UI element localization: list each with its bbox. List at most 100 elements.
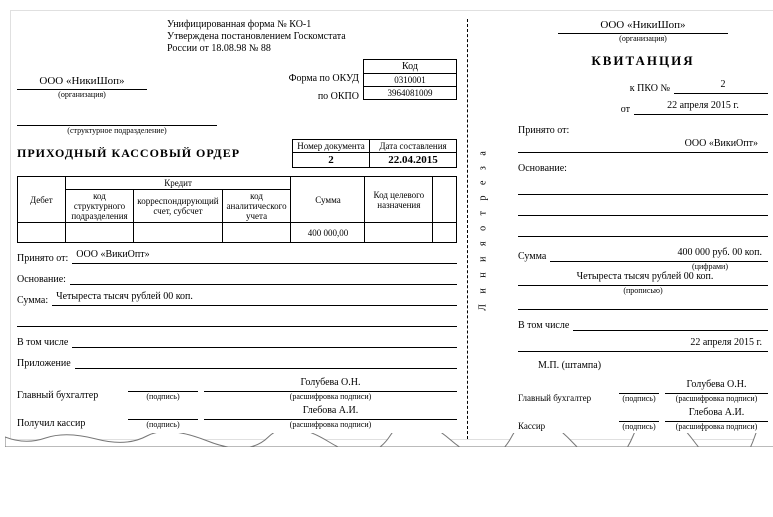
form-line: Утверждена постановлением Госкомстата <box>167 31 457 43</box>
r-summa-value: 400 000 руб. 00 коп. <box>550 247 768 262</box>
prilozh-value <box>75 354 457 369</box>
rasshifr-cap: (расшифровка подписи) <box>665 422 768 431</box>
form-line: России от 18.08.98 № 88 <box>167 43 457 55</box>
r-summa-cap: (цифрами) <box>518 262 768 271</box>
date-value: 22.04.2015 <box>370 153 457 168</box>
r-glavbuh-label: Главный бухгалтер <box>518 393 613 403</box>
cell <box>134 223 222 243</box>
glavbuh-label: Главный бухгалтер <box>17 390 122 401</box>
sig-line <box>128 405 198 420</box>
form-header: Унифицированная форма № КО-1 Утверждена … <box>167 19 457 55</box>
sig-name: Голубева О.Н. <box>204 377 457 392</box>
cell <box>65 223 134 243</box>
kassir-label: Получил кассир <box>17 418 122 429</box>
r-osn-line <box>518 180 768 195</box>
date-label: Дата составления <box>370 140 457 153</box>
ot-value: 22 апреля 2015 г. <box>634 100 768 115</box>
okud-value: 0310001 <box>364 74 457 87</box>
order-pane: Унифицированная форма № КО-1 Утверждена … <box>17 19 467 439</box>
document-container: Унифицированная форма № КО-1 Утверждена … <box>10 10 773 440</box>
cell <box>222 223 291 243</box>
sig-name: Голубева О.Н. <box>665 379 768 394</box>
kod-label: Код <box>364 60 457 74</box>
kpko-value: 2 <box>674 79 768 94</box>
th-summa: Сумма <box>291 177 365 223</box>
sig-line <box>619 379 659 394</box>
podpis-cap: (подпись) <box>128 420 198 429</box>
sig-name: Глебова А.И. <box>204 405 457 420</box>
okpo-value: 3964081009 <box>364 87 457 100</box>
r-summa-text: Четыреста тысяч рублей 00 коп. <box>518 271 768 286</box>
r-kassir-row: Кассир (подпись) Глебова А.И. (расшифров… <box>518 407 768 431</box>
osnovanie-label: Основание: <box>17 274 66 285</box>
kassir-row: Получил кассир (подпись) Глебова А.И. (р… <box>17 405 457 429</box>
codes-table: Код 0310001 3964081009 <box>363 59 457 100</box>
th-kredit: Кредит <box>65 177 291 190</box>
summa-text: Четыреста тысяч рублей 00 коп. <box>52 291 457 306</box>
ot-label: от <box>621 104 630 115</box>
cut-line: Л и н и я о т р е з а <box>467 19 498 439</box>
sig-line <box>128 377 198 392</box>
sig-name: Глебова А.И. <box>665 407 768 422</box>
osnovanie-value <box>70 270 457 285</box>
r-kassir-label: Кассир <box>518 421 613 431</box>
summa-label: Сумма: <box>17 295 48 306</box>
th-struct: код структурного подразделения <box>65 190 134 223</box>
r-prinyato-value: ООО «ВикиОпт» <box>518 138 768 153</box>
r-org: ООО «НикиШоп» <box>558 19 728 34</box>
vtom-label: В том числе <box>17 337 68 348</box>
blank-line <box>17 312 457 327</box>
vtom-value <box>72 333 457 348</box>
r-summa-text-cap: (прописью) <box>518 286 768 295</box>
okud-label: Форма по ОКУД <box>289 73 359 91</box>
blank-line <box>518 295 768 310</box>
torn-edge <box>5 433 773 447</box>
prinyato-label: Принято от: <box>17 253 68 264</box>
receipt-pane: ООО «НикиШоп» (организация) КВИТАНЦИЯ к … <box>498 19 768 439</box>
sig-line <box>619 407 659 422</box>
okpo-label: по ОКПО <box>289 91 359 109</box>
th-debet: Дебет <box>18 177 66 223</box>
form-line: Унифицированная форма № КО-1 <box>167 19 457 31</box>
summa-cell: 400 000,00 <box>291 223 365 243</box>
podpis-cap: (подпись) <box>619 422 659 431</box>
receipt-title: КВИТАНЦИЯ <box>518 53 768 69</box>
cell <box>365 223 433 243</box>
docnum-label: Номер документа <box>293 140 370 153</box>
cell <box>433 223 457 243</box>
struct-caption: (структурное подразделение) <box>17 126 217 135</box>
prinyato-value: ООО «ВикиОпт» <box>72 249 457 264</box>
cut-label: Л и н и я о т р е з а <box>478 147 489 311</box>
th-analit: код аналитического учета <box>222 190 291 223</box>
r-osn-line <box>518 201 768 216</box>
th-korresp: корреспондирующий счет, субсчет <box>134 190 222 223</box>
struct-line <box>17 113 217 126</box>
org-caption: (организация) <box>17 90 147 99</box>
rasshifr-cap: (расшифровка подписи) <box>204 392 457 401</box>
org-name: ООО «НикиШоп» <box>17 75 147 90</box>
glavbuh-row: Главный бухгалтер (подпись) Голубева О.Н… <box>17 377 457 401</box>
r-org-cap: (организация) <box>558 34 728 43</box>
podpis-cap: (подпись) <box>128 392 198 401</box>
r-prinyato-label: Принято от: <box>518 125 569 136</box>
rasshifr-cap: (расшифровка подписи) <box>204 420 457 429</box>
docnum-value: 2 <box>293 153 370 168</box>
kpko-label: к ПКО № <box>630 83 670 94</box>
prilozh-label: Приложение <box>17 358 71 369</box>
rasshifr-cap: (расшифровка подписи) <box>665 394 768 403</box>
podpis-cap: (подпись) <box>619 394 659 403</box>
th-empty <box>433 177 457 223</box>
r-date: 22 апреля 2015 г. <box>518 337 768 352</box>
r-osnovanie-label: Основание: <box>518 163 567 174</box>
r-summa-label: Сумма <box>518 251 546 262</box>
th-nazn: Код целевого назначения <box>365 177 433 223</box>
order-title: ПРИХОДНЫЙ КАССОВЫЙ ОРДЕР <box>17 146 286 161</box>
mp-label: М.П. (штампа) <box>518 360 768 371</box>
accounting-table: Дебет Кредит Сумма Код целевого назначен… <box>17 176 457 243</box>
r-glavbuh-row: Главный бухгалтер (подпись) Голубева О.Н… <box>518 379 768 403</box>
r-osn-line <box>518 222 768 237</box>
docnum-table: Номер документа Дата составления 2 22.04… <box>292 139 457 168</box>
cell <box>18 223 66 243</box>
r-vtom-label: В том числе <box>518 320 569 331</box>
r-vtom-value <box>573 316 768 331</box>
